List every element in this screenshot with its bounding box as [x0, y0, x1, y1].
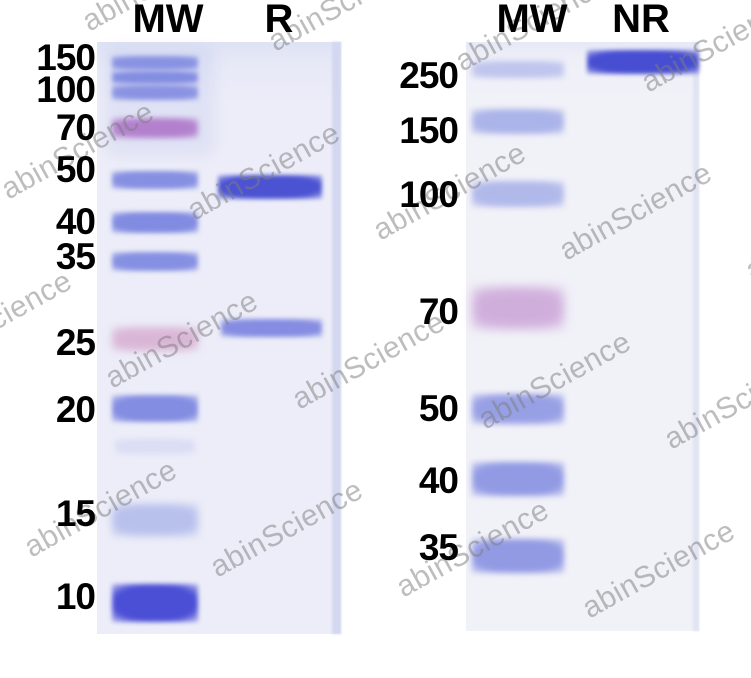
sample-band-non-reduced: [587, 50, 699, 74]
ladder-band-150kda: [112, 56, 198, 70]
marker-label-20: 20: [55, 389, 96, 430]
ladder-band: [112, 71, 198, 84]
marker-label-150: 150: [36, 37, 96, 78]
lane-header-nonreduced: NR: [612, 0, 670, 41]
ladder-band-40kda: [472, 462, 564, 496]
marker-label-150: 150: [399, 110, 459, 151]
marker-label-100: 100: [36, 69, 96, 110]
gel-panel-nonreduced: [466, 42, 699, 631]
gel-edge-strip: [693, 42, 699, 631]
ladder-band: [115, 439, 195, 454]
ladder-band-35kda: [472, 539, 564, 573]
gel-edge-strip: [332, 42, 341, 634]
ladder-band-10kda: [112, 584, 198, 622]
ladder-band-40kda: [112, 212, 198, 233]
lane-header-mw-right: MW: [496, 0, 568, 41]
ladder-band-70kda: [472, 287, 564, 329]
marker-label-40: 40: [418, 460, 459, 501]
sample-band-reduced: [218, 175, 322, 199]
marker-label-100: 100: [399, 174, 459, 215]
marker-label-50: 50: [55, 149, 96, 190]
ladder-band-150kda: [472, 109, 564, 134]
marker-label-50: 50: [418, 388, 459, 429]
marker-label-15: 15: [55, 493, 96, 534]
lane-header-mw-left: MW: [132, 0, 204, 41]
ladder-band-70kda: [112, 118, 198, 138]
marker-label-40: 40: [55, 201, 96, 242]
ladder-band-50kda: [112, 171, 198, 189]
ladder-band-25kda: [112, 327, 198, 351]
ladder-band-100kda: [472, 181, 564, 207]
ladder-band-20kda: [112, 395, 198, 422]
marker-label-70: 70: [418, 291, 459, 332]
ladder-band-15kda: [112, 504, 198, 536]
marker-label-35: 35: [418, 527, 459, 568]
marker-label-250: 250: [399, 55, 459, 96]
ladder-band-250kda: [472, 61, 564, 78]
ladder-band-50kda: [472, 394, 564, 424]
ladder-band-100kda: [112, 85, 198, 100]
lane-header-reduced: R: [264, 0, 294, 41]
marker-label-70: 70: [55, 107, 96, 148]
sample-band-reduced: [221, 319, 322, 337]
marker-label-10: 10: [55, 576, 96, 617]
marker-label-35: 35: [55, 236, 96, 277]
ladder-band-35kda: [112, 252, 198, 271]
marker-label-25: 25: [55, 322, 96, 363]
